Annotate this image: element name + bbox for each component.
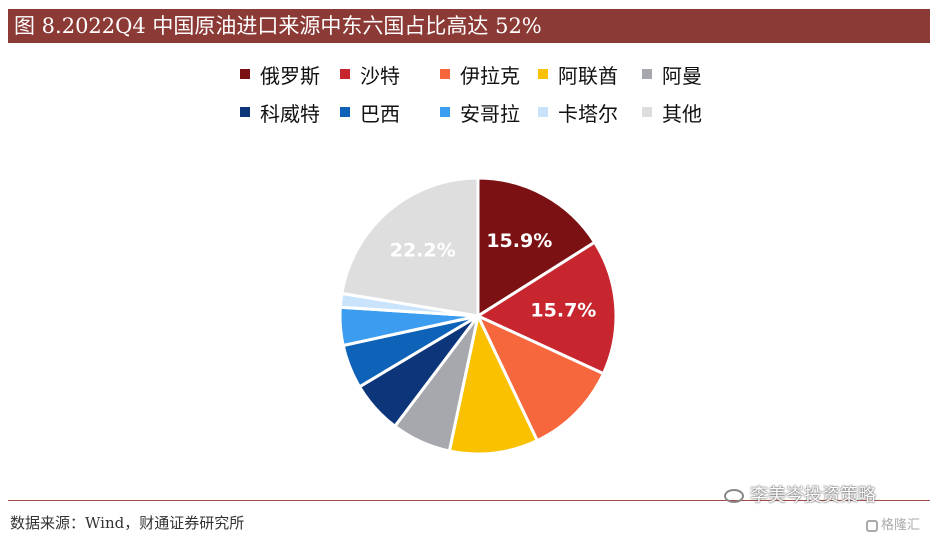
pie-chart: 15.9% 15.7% 22.2% xyxy=(338,176,618,456)
legend-item-russia: 俄罗斯 xyxy=(240,62,340,88)
legend-swatch xyxy=(642,69,652,79)
legend-swatch xyxy=(538,69,548,79)
legend-label: 安哥拉 xyxy=(460,101,520,126)
pie-slice-1 xyxy=(474,240,618,376)
legend-label: 科威特 xyxy=(260,101,320,126)
footer-divider xyxy=(8,500,930,501)
legend-swatch xyxy=(240,69,250,79)
pie-slice-9 xyxy=(340,176,480,318)
brand-watermark: 格隆汇 xyxy=(866,514,920,533)
legend-swatch xyxy=(340,69,350,79)
pie-slice-2 xyxy=(474,312,606,443)
legend-item-uae: 阿联酋 xyxy=(538,62,642,88)
chart-title: 图 8.2022Q4 中国原油进口来源中东六国占比高达 52% xyxy=(8,9,930,43)
slice-data-label-0: 15.9% xyxy=(486,230,552,252)
legend-swatch xyxy=(440,69,450,79)
chart-legend: 俄罗斯 沙特 伊拉克 阿联酋 阿曼 科威特 巴西 安哥拉 卡塔尔 其他 xyxy=(240,62,720,126)
slice-data-label-1: 15.7% xyxy=(530,299,596,321)
pie-slice-0 xyxy=(476,176,597,319)
gelonghui-logo-icon xyxy=(866,519,878,532)
legend-item-other: 其他 xyxy=(642,100,720,126)
legend-label: 阿曼 xyxy=(662,63,702,88)
legend-label: 俄罗斯 xyxy=(260,63,320,88)
legend-swatch xyxy=(340,107,350,117)
wechat-icon xyxy=(724,489,744,503)
slice-data-label-9: 22.2% xyxy=(390,240,456,262)
watermark: 李美岑投资策略 xyxy=(724,481,876,507)
legend-item-angola: 安哥拉 xyxy=(440,100,538,126)
legend-swatch xyxy=(440,107,450,117)
legend-item-saudi: 沙特 xyxy=(340,62,440,88)
legend-item-qatar: 卡塔尔 xyxy=(538,100,642,126)
legend-label: 阿联酋 xyxy=(558,63,618,88)
legend-item-iraq: 伊拉克 xyxy=(440,62,538,88)
legend-item-kuwait: 科威特 xyxy=(240,100,340,126)
legend-label: 沙特 xyxy=(360,63,400,88)
legend-label: 卡塔尔 xyxy=(558,101,618,126)
legend-label: 伊拉克 xyxy=(460,63,520,88)
legend-swatch xyxy=(642,107,652,117)
legend-item-oman: 阿曼 xyxy=(642,62,720,88)
legend-swatch xyxy=(240,107,250,117)
legend-item-brazil: 巴西 xyxy=(340,100,440,126)
legend-label: 巴西 xyxy=(360,101,400,126)
watermark-text: 李美岑投资策略 xyxy=(750,485,876,506)
data-source-note: 数据来源：Wind，财通证券研究所 xyxy=(10,514,245,532)
legend-label: 其他 xyxy=(662,101,702,126)
legend-swatch xyxy=(538,107,548,117)
brand-text: 格隆汇 xyxy=(881,518,921,533)
